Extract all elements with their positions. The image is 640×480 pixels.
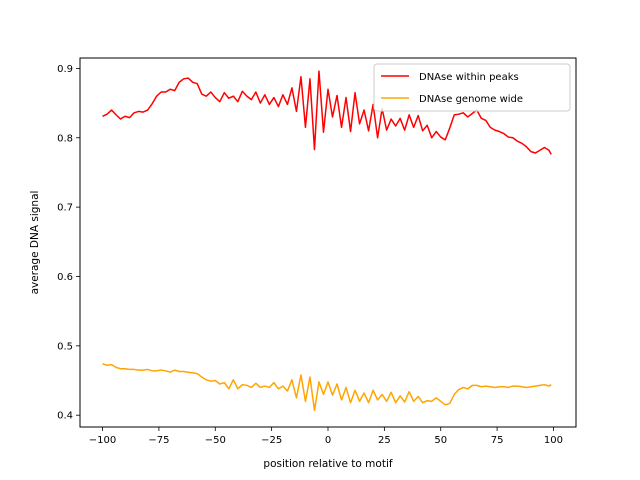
y-tick-label: 0.9 bbox=[57, 64, 73, 75]
series-line-dnase-within-peaks bbox=[102, 70, 552, 155]
y-tick-label: 0.6 bbox=[57, 272, 73, 283]
plot-area bbox=[80, 58, 576, 427]
x-axis-ticks: −100 −75 −50 −25 0 25 50 75 100 bbox=[89, 427, 563, 446]
legend-label-dnase-within-peaks: DNAse within peaks bbox=[419, 72, 519, 83]
legend-label-dnase-genome-wide: DNAse genome wide bbox=[419, 94, 523, 105]
y-tick-label: 0.8 bbox=[57, 133, 73, 144]
legend: DNAse within peaks DNAse genome wide bbox=[373, 63, 571, 112]
x-tick-label: 75 bbox=[491, 435, 504, 446]
series-line-dnase-genome-wide bbox=[102, 363, 552, 412]
x-axis-label: position relative to motif bbox=[263, 458, 392, 470]
series-layer bbox=[102, 70, 552, 412]
y-tick-label: 0.7 bbox=[57, 203, 73, 214]
y-tick-label: 0.5 bbox=[57, 341, 73, 352]
x-tick-label: −100 bbox=[89, 435, 116, 446]
x-tick-label: 0 bbox=[325, 435, 331, 446]
x-tick-label: −50 bbox=[205, 435, 226, 446]
y-tick-label: 0.4 bbox=[57, 411, 73, 422]
x-tick-label: 100 bbox=[544, 435, 563, 446]
x-tick-label: 50 bbox=[434, 435, 447, 446]
y-axis-ticks: 0.4 0.5 0.6 0.7 0.8 0.9 bbox=[57, 64, 80, 422]
x-tick-label: −25 bbox=[261, 435, 282, 446]
x-tick-label: 25 bbox=[378, 435, 391, 446]
y-axis-label: average DNA signal bbox=[29, 191, 41, 295]
x-tick-label: −75 bbox=[148, 435, 169, 446]
legend-box bbox=[373, 63, 571, 112]
